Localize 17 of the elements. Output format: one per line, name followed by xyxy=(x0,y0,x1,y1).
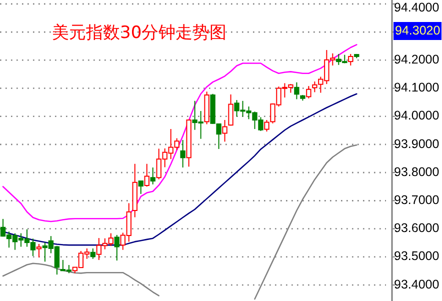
y-tick-label: 93.4000 xyxy=(394,277,440,292)
y-tick-label: 93.9000 xyxy=(394,136,440,151)
y-tick-label: 93.5000 xyxy=(394,249,440,264)
candlestick xyxy=(150,167,156,185)
text: 94.3020 xyxy=(395,23,440,38)
y-tick-label: 94.1000 xyxy=(394,80,440,95)
y-tick-label: 94.2000 xyxy=(394,52,440,66)
candlestick xyxy=(222,120,228,142)
text: 美元指数30分钟走势图 xyxy=(52,23,227,43)
y-tick-label: 93.7000 xyxy=(394,192,440,207)
candlestick xyxy=(294,82,300,100)
y-tick-label: 94.4000 xyxy=(394,0,440,14)
y-tick-label: 94.0000 xyxy=(394,108,440,123)
y-tick-label: 93.6000 xyxy=(394,221,440,236)
line-series xyxy=(2,44,358,222)
candlestick xyxy=(180,139,186,168)
y-tick-label: 93.8000 xyxy=(394,164,440,179)
